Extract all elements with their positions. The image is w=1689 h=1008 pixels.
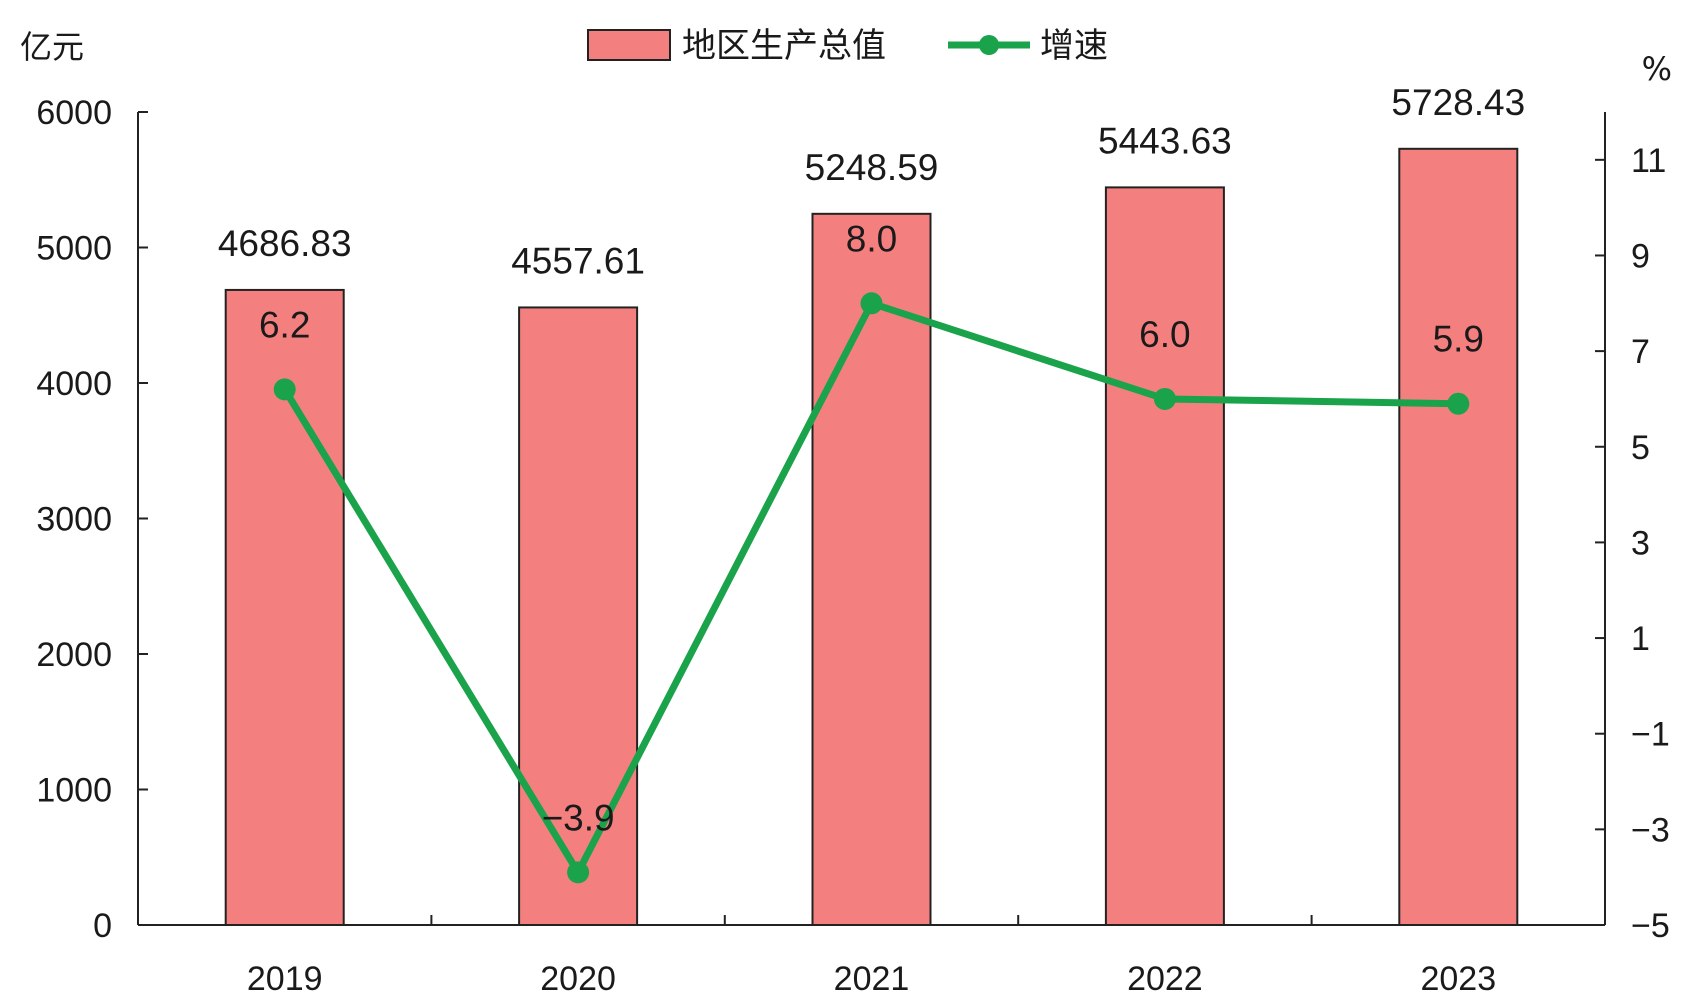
right-tick-label: 11	[1631, 142, 1666, 180]
legend-bar-label: 地区生产总值	[682, 26, 886, 66]
x-tick-label: 2023	[1420, 960, 1496, 998]
right-tick-label: −3	[1631, 811, 1670, 849]
growth-point-2021	[860, 292, 883, 315]
growth-point-2023	[1447, 392, 1470, 415]
right-tick-label: −1	[1631, 716, 1670, 754]
right-tick-label: 7	[1631, 333, 1650, 371]
left-tick-label: 6000	[36, 94, 112, 132]
right-axis-unit: %	[1642, 50, 1672, 88]
bar-2022	[1104, 186, 1225, 927]
left-tick-label: 5000	[36, 230, 112, 268]
bar-2023	[1398, 147, 1519, 926]
left-tick-label: 2000	[36, 636, 112, 674]
right-tick-label: 3	[1631, 524, 1650, 562]
bar-value-label: 5443.63	[1098, 120, 1232, 161]
bar-value-label: 5248.59	[805, 147, 939, 188]
bar-2021	[811, 212, 932, 927]
x-tick-label: 2020	[540, 960, 616, 998]
growth-value-label: 8.0	[846, 218, 897, 259]
legend-line-marker	[979, 35, 999, 55]
left-tick-label: 1000	[36, 772, 112, 810]
plot-area: 0 1000 2000 3000 4000 5000 6000 −5 −3 −1 1 3 5 7 9 11 20…	[20, 26, 1672, 998]
left-tick-label: 0	[93, 907, 112, 945]
legend-bar-swatch	[587, 29, 671, 61]
growth-value-label: 5.9	[1433, 319, 1484, 360]
left-tick-label: 3000	[36, 501, 112, 539]
growth-value-label: 6.0	[1139, 314, 1190, 355]
left-axis-unit: 亿元	[20, 28, 84, 66]
right-tick-label: 1	[1631, 620, 1650, 658]
bar-value-label: 4686.83	[218, 223, 352, 264]
bar-value-label: 4557.61	[511, 240, 645, 281]
right-tick-label: −5	[1631, 907, 1670, 945]
growth-value-label: 6.2	[259, 304, 310, 345]
bar-2020	[518, 306, 639, 926]
right-tick-label: 9	[1631, 237, 1650, 275]
growth-point-2019	[273, 378, 296, 401]
growth-point-2022	[1153, 387, 1176, 410]
growth-point-2020	[567, 861, 590, 884]
right-tick-label: 5	[1631, 429, 1650, 467]
growth-value-label: −3.9	[542, 797, 615, 838]
bar-value-label: 5728.43	[1391, 82, 1525, 123]
left-tick-label: 4000	[36, 365, 112, 403]
legend-line-label: 增速	[1040, 26, 1108, 66]
x-tick-label: 2019	[247, 960, 323, 998]
x-tick-label: 2022	[1127, 960, 1203, 998]
x-tick-label: 2021	[834, 960, 910, 998]
